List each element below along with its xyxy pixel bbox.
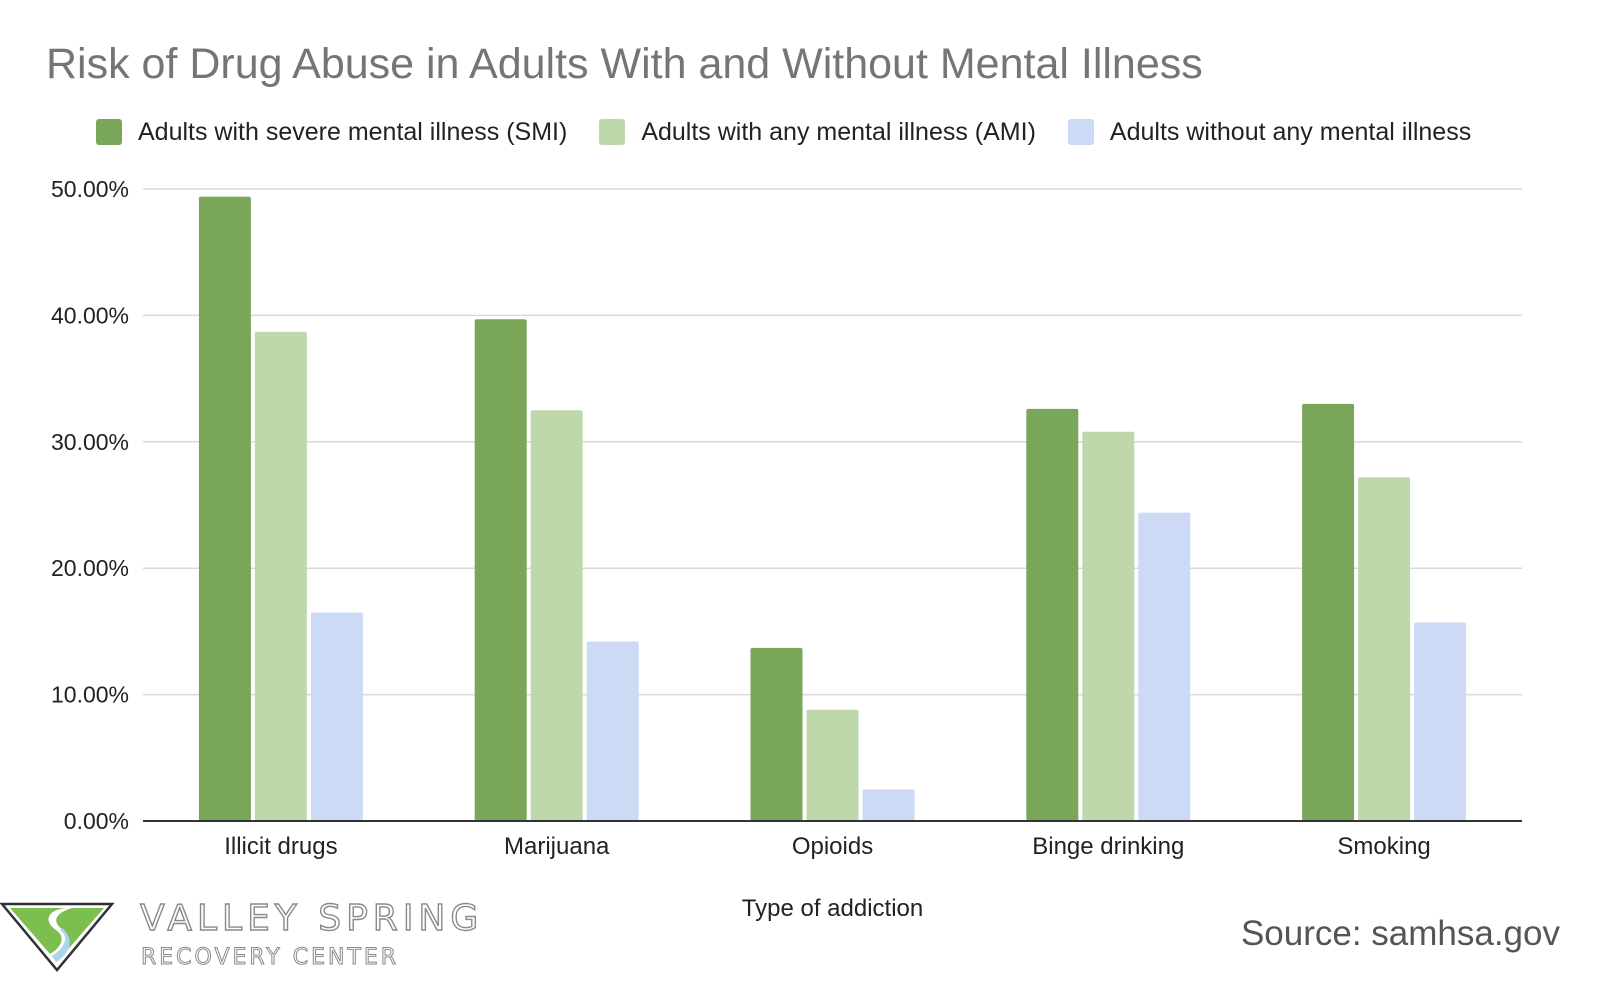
chart-title: Risk of Drug Abuse in Adults With and Wi… — [46, 40, 1203, 88]
x-tick-label: Binge drinking — [1032, 833, 1184, 860]
bar — [1026, 408, 1079, 821]
y-tick-label: 10.00% — [51, 682, 129, 708]
bar — [862, 789, 915, 821]
bar — [254, 331, 307, 821]
logo-name: VALLEY SPRING — [139, 897, 484, 939]
bar — [750, 647, 803, 821]
legend-label-ami: Adults with any mental illness (AMI) — [641, 117, 1036, 146]
y-tick-label: 40.00% — [51, 302, 129, 328]
y-tick-label: 30.00% — [51, 429, 129, 455]
bar — [474, 319, 527, 821]
bar — [1358, 477, 1411, 821]
x-tick-label: Smoking — [1337, 833, 1430, 860]
x-axis-title: Type of addiction — [742, 895, 923, 922]
legend-swatch-ami — [599, 119, 626, 145]
y-tick-label: 20.00% — [51, 555, 129, 581]
x-tick-label: Opioids — [792, 833, 873, 860]
legend-label-none: Adults without any mental illness — [1109, 117, 1472, 146]
source-credit: Source: samhsa.gov — [1240, 914, 1560, 953]
bar — [1414, 622, 1467, 821]
x-tick-label: Illicit drugs — [224, 833, 337, 860]
logo-tagline: RECOVERY CENTER — [140, 945, 400, 971]
legend-item-ami: Adults with any mental illness (AMI) — [599, 118, 1036, 147]
bar — [1138, 512, 1191, 821]
legend-label-smi: Adults with severe mental illness (SMI) — [138, 117, 568, 146]
legend-swatch-smi — [96, 119, 122, 145]
bar — [198, 196, 251, 822]
legend-item-smi: Adults with severe mental illness (SMI) — [96, 118, 567, 147]
y-tick-label: 50.00% — [51, 176, 129, 202]
legend-item-none: Adults without any mental illness — [1067, 117, 1472, 147]
valley-spring-logo-icon — [0, 902, 115, 972]
bar — [310, 612, 363, 821]
chart-legend: Adults with severe mental illness (SMI) … — [96, 115, 1503, 149]
bar — [586, 641, 639, 821]
y-tick-label: 0.00% — [64, 808, 129, 834]
bar — [530, 410, 583, 821]
bar — [1082, 431, 1135, 821]
bar — [806, 709, 859, 821]
legend-swatch-none — [1067, 119, 1094, 145]
bar — [1302, 403, 1355, 821]
x-tick-label: Marijuana — [504, 833, 610, 860]
